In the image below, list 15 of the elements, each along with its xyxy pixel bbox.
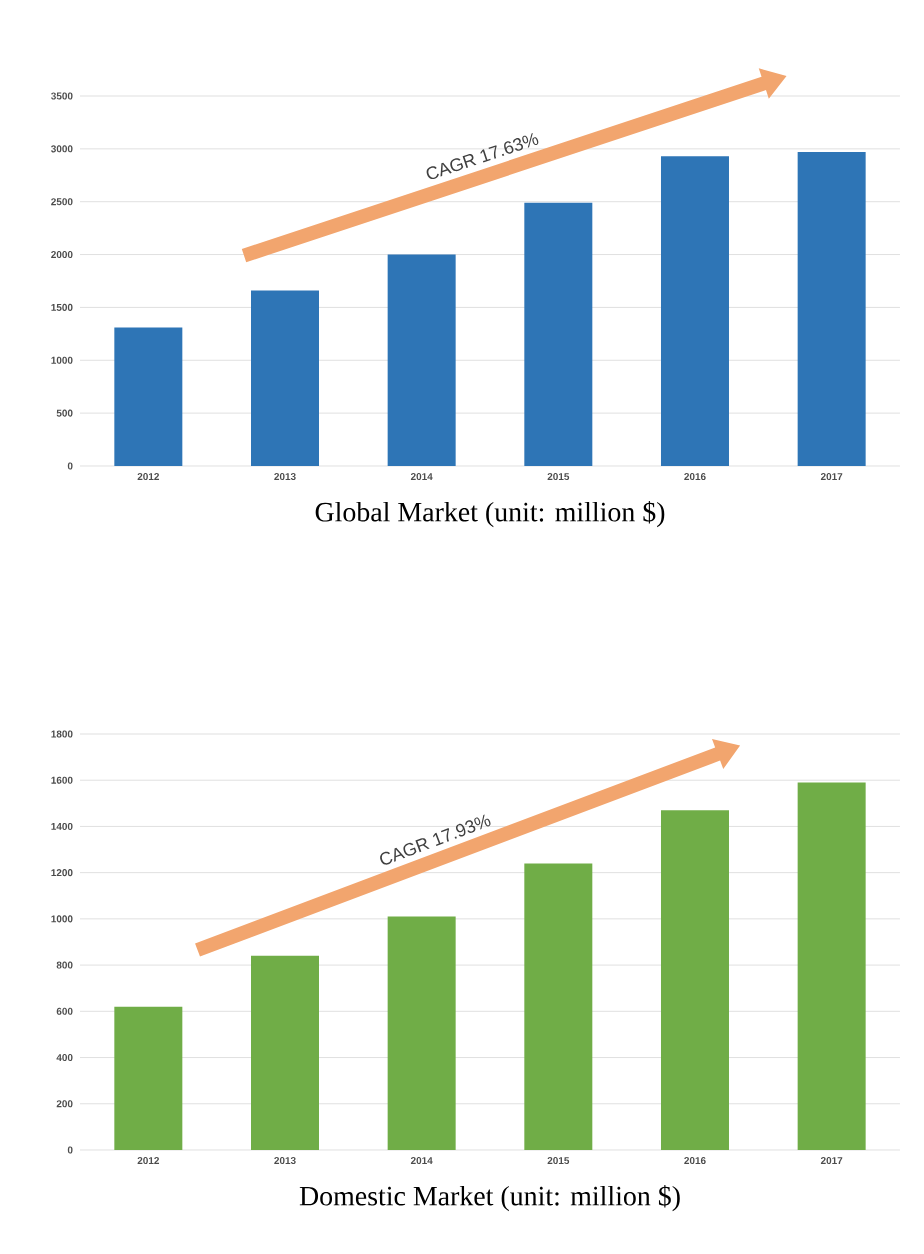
- bar: [387, 916, 456, 1150]
- bar: [660, 810, 729, 1150]
- bar: [251, 290, 319, 466]
- bar: [114, 1006, 183, 1150]
- text: Domestic Market (unit: million $): [299, 1185, 680, 1212]
- bar: [387, 254, 456, 466]
- bar: [660, 156, 729, 466]
- bar: [524, 863, 593, 1150]
- text: Global Market (unit: million $): [315, 501, 665, 528]
- bar: [797, 152, 866, 466]
- bar: [524, 202, 593, 466]
- bar: [251, 955, 319, 1150]
- bar: [114, 327, 183, 466]
- bar: [797, 782, 866, 1150]
- annotation: CAGR 17.63%: [426, 133, 539, 180]
